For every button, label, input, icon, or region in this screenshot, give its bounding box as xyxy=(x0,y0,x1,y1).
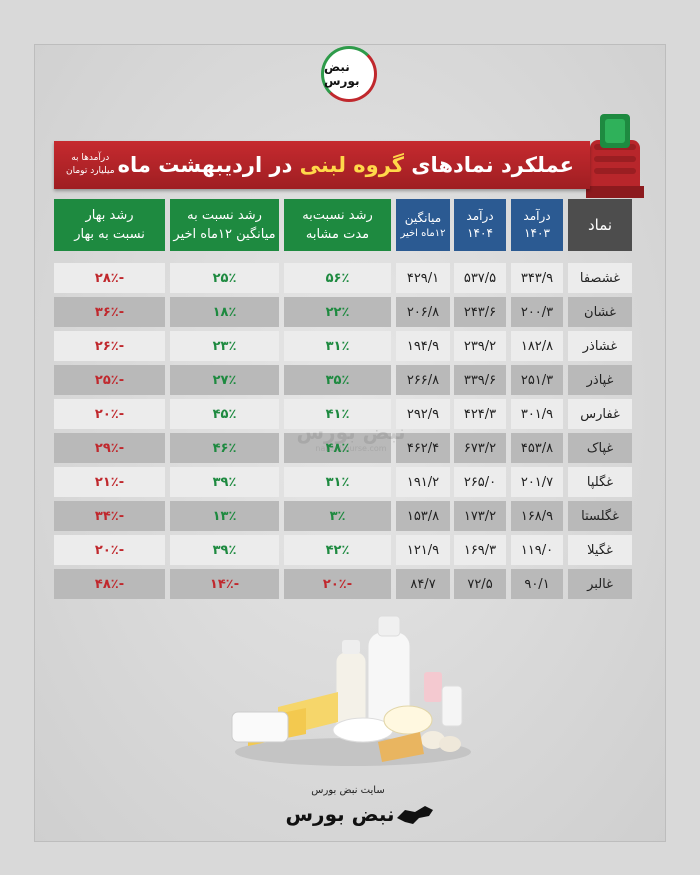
table-row: غپاذر ۲۵۱/۳ ۳۳۹/۶ ۲۶۶/۸ ۳۵٪ ۲۷٪ -۲۵٪ xyxy=(0,365,700,395)
growth-vs-average-cell: -۱۴٪ xyxy=(170,569,279,599)
fist-icon xyxy=(586,114,644,198)
revenue-1404-cell: ۵۳۷/۵ xyxy=(454,263,506,293)
growth-same-period-cell: ۴۱٪ xyxy=(284,399,391,429)
average-12m-cell: ۱۲۱/۹ xyxy=(396,535,450,565)
watermark: نبض بورس nabzebourse.com xyxy=(296,420,406,453)
revenue-1403-cell: ۲۵۱/۳ xyxy=(511,365,563,395)
page-title: عملکرد نمادهای گروه لبنی در اردیبهشت ماه xyxy=(117,153,574,177)
revenue-1403-cell: ۹۰/۱ xyxy=(511,569,563,599)
header-growth-spring: رشد بهار نسبت به بهار xyxy=(54,199,165,251)
symbol-cell: غپاذر xyxy=(568,365,632,395)
average-12m-cell: ۲۶۶/۸ xyxy=(396,365,450,395)
growth-vs-average-cell: ۲۳٪ xyxy=(170,331,279,361)
header-average-12m: میانگین ۱۲ماه اخیر xyxy=(396,199,450,251)
revenue-1403-cell: ۲۰۱/۷ xyxy=(511,467,563,497)
average-12m-cell: ۴۲۹/۱ xyxy=(396,263,450,293)
table-row: غگلستا ۱۶۸/۹ ۱۷۳/۲ ۱۵۳/۸ ۳٪ ۱۳٪ -۳۴٪ xyxy=(0,501,700,531)
growth-spring-cell: -۲۶٪ xyxy=(54,331,165,361)
revenue-1404-cell: ۱۶۹/۳ xyxy=(454,535,506,565)
revenue-1403-cell: ۲۰۰/۳ xyxy=(511,297,563,327)
unit-note: درآمدها به میلیارد تومان xyxy=(66,153,115,176)
title-banner: عملکرد نمادهای گروه لبنی در اردیبهشت ماه… xyxy=(54,141,590,189)
revenue-1404-cell: ۱۷۳/۲ xyxy=(454,501,506,531)
revenue-1403-cell: ۱۶۸/۹ xyxy=(511,501,563,531)
revenue-1404-cell: ۲۶۵/۰ xyxy=(454,467,506,497)
table-row: غشصفا ۳۴۳/۹ ۵۳۷/۵ ۴۲۹/۱ ۵۶٪ ۲۵٪ -۲۸٪ xyxy=(0,263,700,293)
table-row: غالبر ۹۰/۱ ۷۲/۵ ۸۴/۷ -۲۰٪ -۱۴٪ -۴۸٪ xyxy=(0,569,700,599)
growth-vs-average-cell: ۲۵٪ xyxy=(170,263,279,293)
growth-same-period-cell: ۵۶٪ xyxy=(284,263,391,293)
symbol-cell: غفارس xyxy=(568,399,632,429)
growth-spring-cell: -۳۴٪ xyxy=(54,501,165,531)
average-12m-cell: ۸۴/۷ xyxy=(396,569,450,599)
growth-spring-cell: -۳۶٪ xyxy=(54,297,165,327)
growth-spring-cell: -۲۱٪ xyxy=(54,467,165,497)
growth-spring-cell: -۴۸٪ xyxy=(54,569,165,599)
revenue-1404-cell: ۴۲۴/۳ xyxy=(454,399,506,429)
average-12m-cell: ۱۹۱/۲ xyxy=(396,467,450,497)
table-row: غگلپا ۲۰۱/۷ ۲۶۵/۰ ۱۹۱/۲ ۳۱٪ ۳۹٪ -۲۱٪ xyxy=(0,467,700,497)
symbol-cell: غگیلا xyxy=(568,535,632,565)
table-row: غپاک ۴۵۳/۸ ۶۷۳/۲ ۴۶۲/۴ ۴۸٪ ۴۶٪ -۲۹٪ xyxy=(0,433,700,463)
table-row: غشاذر ۱۸۲/۸ ۲۳۹/۲ ۱۹۴/۹ ۳۱٪ ۲۳٪ -۲۶٪ xyxy=(0,331,700,361)
growth-vs-average-cell: ۳۹٪ xyxy=(170,535,279,565)
title-highlight: گروه لبنی xyxy=(299,153,404,177)
symbol-cell: غگلپا xyxy=(568,467,632,497)
growth-spring-cell: -۲۵٪ xyxy=(54,365,165,395)
growth-spring-cell: -۲۸٪ xyxy=(54,263,165,293)
brand-logo: نبض بورس xyxy=(321,46,377,102)
average-12m-cell: ۲۰۶/۸ xyxy=(396,297,450,327)
growth-same-period-cell: ۳۱٪ xyxy=(284,467,391,497)
symbol-cell: غشاذر xyxy=(568,331,632,361)
revenue-1404-cell: ۲۳۹/۲ xyxy=(454,331,506,361)
revenue-1403-cell: ۱۱۹/۰ xyxy=(511,535,563,565)
growth-spring-cell: -۲۹٪ xyxy=(54,433,165,463)
table-row: غشان ۲۰۰/۳ ۲۴۳/۶ ۲۰۶/۸ ۲۲٪ ۱۸٪ -۳۶٪ xyxy=(0,297,700,327)
header-revenue-1403: درآمد ۱۴۰۳ xyxy=(511,199,563,251)
footer-site-label: سایت نبض بورس xyxy=(311,785,385,796)
header-growth-vs-average: رشد نسبت به میانگین ۱۲ماه اخیر xyxy=(170,199,279,251)
growth-same-period-cell: ۳٪ xyxy=(284,501,391,531)
header-revenue-1404: درآمد ۱۴۰۴ xyxy=(454,199,506,251)
average-12m-cell: ۱۹۴/۹ xyxy=(396,331,450,361)
revenue-1404-cell: ۷۲/۵ xyxy=(454,569,506,599)
growth-same-period-cell: -۲۰٪ xyxy=(284,569,391,599)
growth-vs-average-cell: ۱۸٪ xyxy=(170,297,279,327)
symbol-cell: غگلستا xyxy=(568,501,632,531)
growth-vs-average-cell: ۲۷٪ xyxy=(170,365,279,395)
average-12m-cell: ۱۵۳/۸ xyxy=(396,501,450,531)
revenue-1404-cell: ۳۳۹/۶ xyxy=(454,365,506,395)
growth-same-period-cell: ۳۱٪ xyxy=(284,331,391,361)
bull-icon xyxy=(396,806,433,824)
growth-same-period-cell: ۴۲٪ xyxy=(284,535,391,565)
growth-vs-average-cell: ۴۶٪ xyxy=(170,433,279,463)
growth-vs-average-cell: ۴۵٪ xyxy=(170,399,279,429)
revenue-1403-cell: ۳۴۳/۹ xyxy=(511,263,563,293)
growth-same-period-cell: ۴۸٪ xyxy=(284,433,391,463)
revenue-1403-cell: ۴۵۳/۸ xyxy=(511,433,563,463)
symbol-cell: غالبر xyxy=(568,569,632,599)
growth-spring-cell: -۲۰٪ xyxy=(54,399,165,429)
header-growth-same-period: رشد نسبت‌به مدت مشابه xyxy=(284,199,391,251)
brand-logo-text: نبض بورس xyxy=(324,60,360,88)
symbol-cell: غپاک xyxy=(568,433,632,463)
revenue-1403-cell: ۱۸۲/۸ xyxy=(511,331,563,361)
growth-same-period-cell: ۳۵٪ xyxy=(284,365,391,395)
average-12m-cell: ۲۹۲/۹ xyxy=(396,399,450,429)
footer-logo: نبض بورس xyxy=(280,796,440,832)
table-row: غفارس ۳۰۱/۹ ۴۲۴/۳ ۲۹۲/۹ ۴۱٪ ۴۵٪ -۲۰٪ xyxy=(0,399,700,429)
revenue-1404-cell: ۶۷۳/۲ xyxy=(454,433,506,463)
average-12m-cell: ۴۶۲/۴ xyxy=(396,433,450,463)
revenue-1404-cell: ۲۴۳/۶ xyxy=(454,297,506,327)
table-row: غگیلا ۱۱۹/۰ ۱۶۹/۳ ۱۲۱/۹ ۴۲٪ ۳۹٪ -۲۰٪ xyxy=(0,535,700,565)
growth-spring-cell: -۲۰٪ xyxy=(54,535,165,565)
growth-vs-average-cell: ۳۹٪ xyxy=(170,467,279,497)
symbol-cell: غشصفا xyxy=(568,263,632,293)
dairy-products-illustration xyxy=(231,615,471,766)
revenue-1403-cell: ۳۰۱/۹ xyxy=(511,399,563,429)
growth-vs-average-cell: ۱۳٪ xyxy=(170,501,279,531)
growth-same-period-cell: ۲۲٪ xyxy=(284,297,391,327)
symbol-cell: غشان xyxy=(568,297,632,327)
header-symbol: نماد xyxy=(568,199,632,251)
